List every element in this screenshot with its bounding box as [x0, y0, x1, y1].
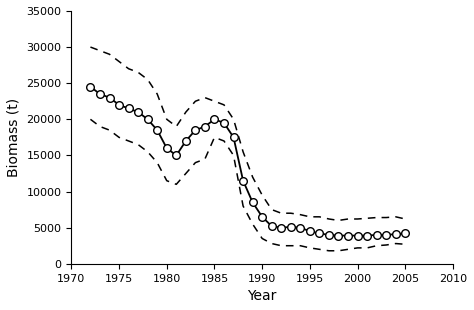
X-axis label: Year: Year: [247, 289, 277, 303]
Y-axis label: Biomass (t): Biomass (t): [7, 98, 21, 177]
